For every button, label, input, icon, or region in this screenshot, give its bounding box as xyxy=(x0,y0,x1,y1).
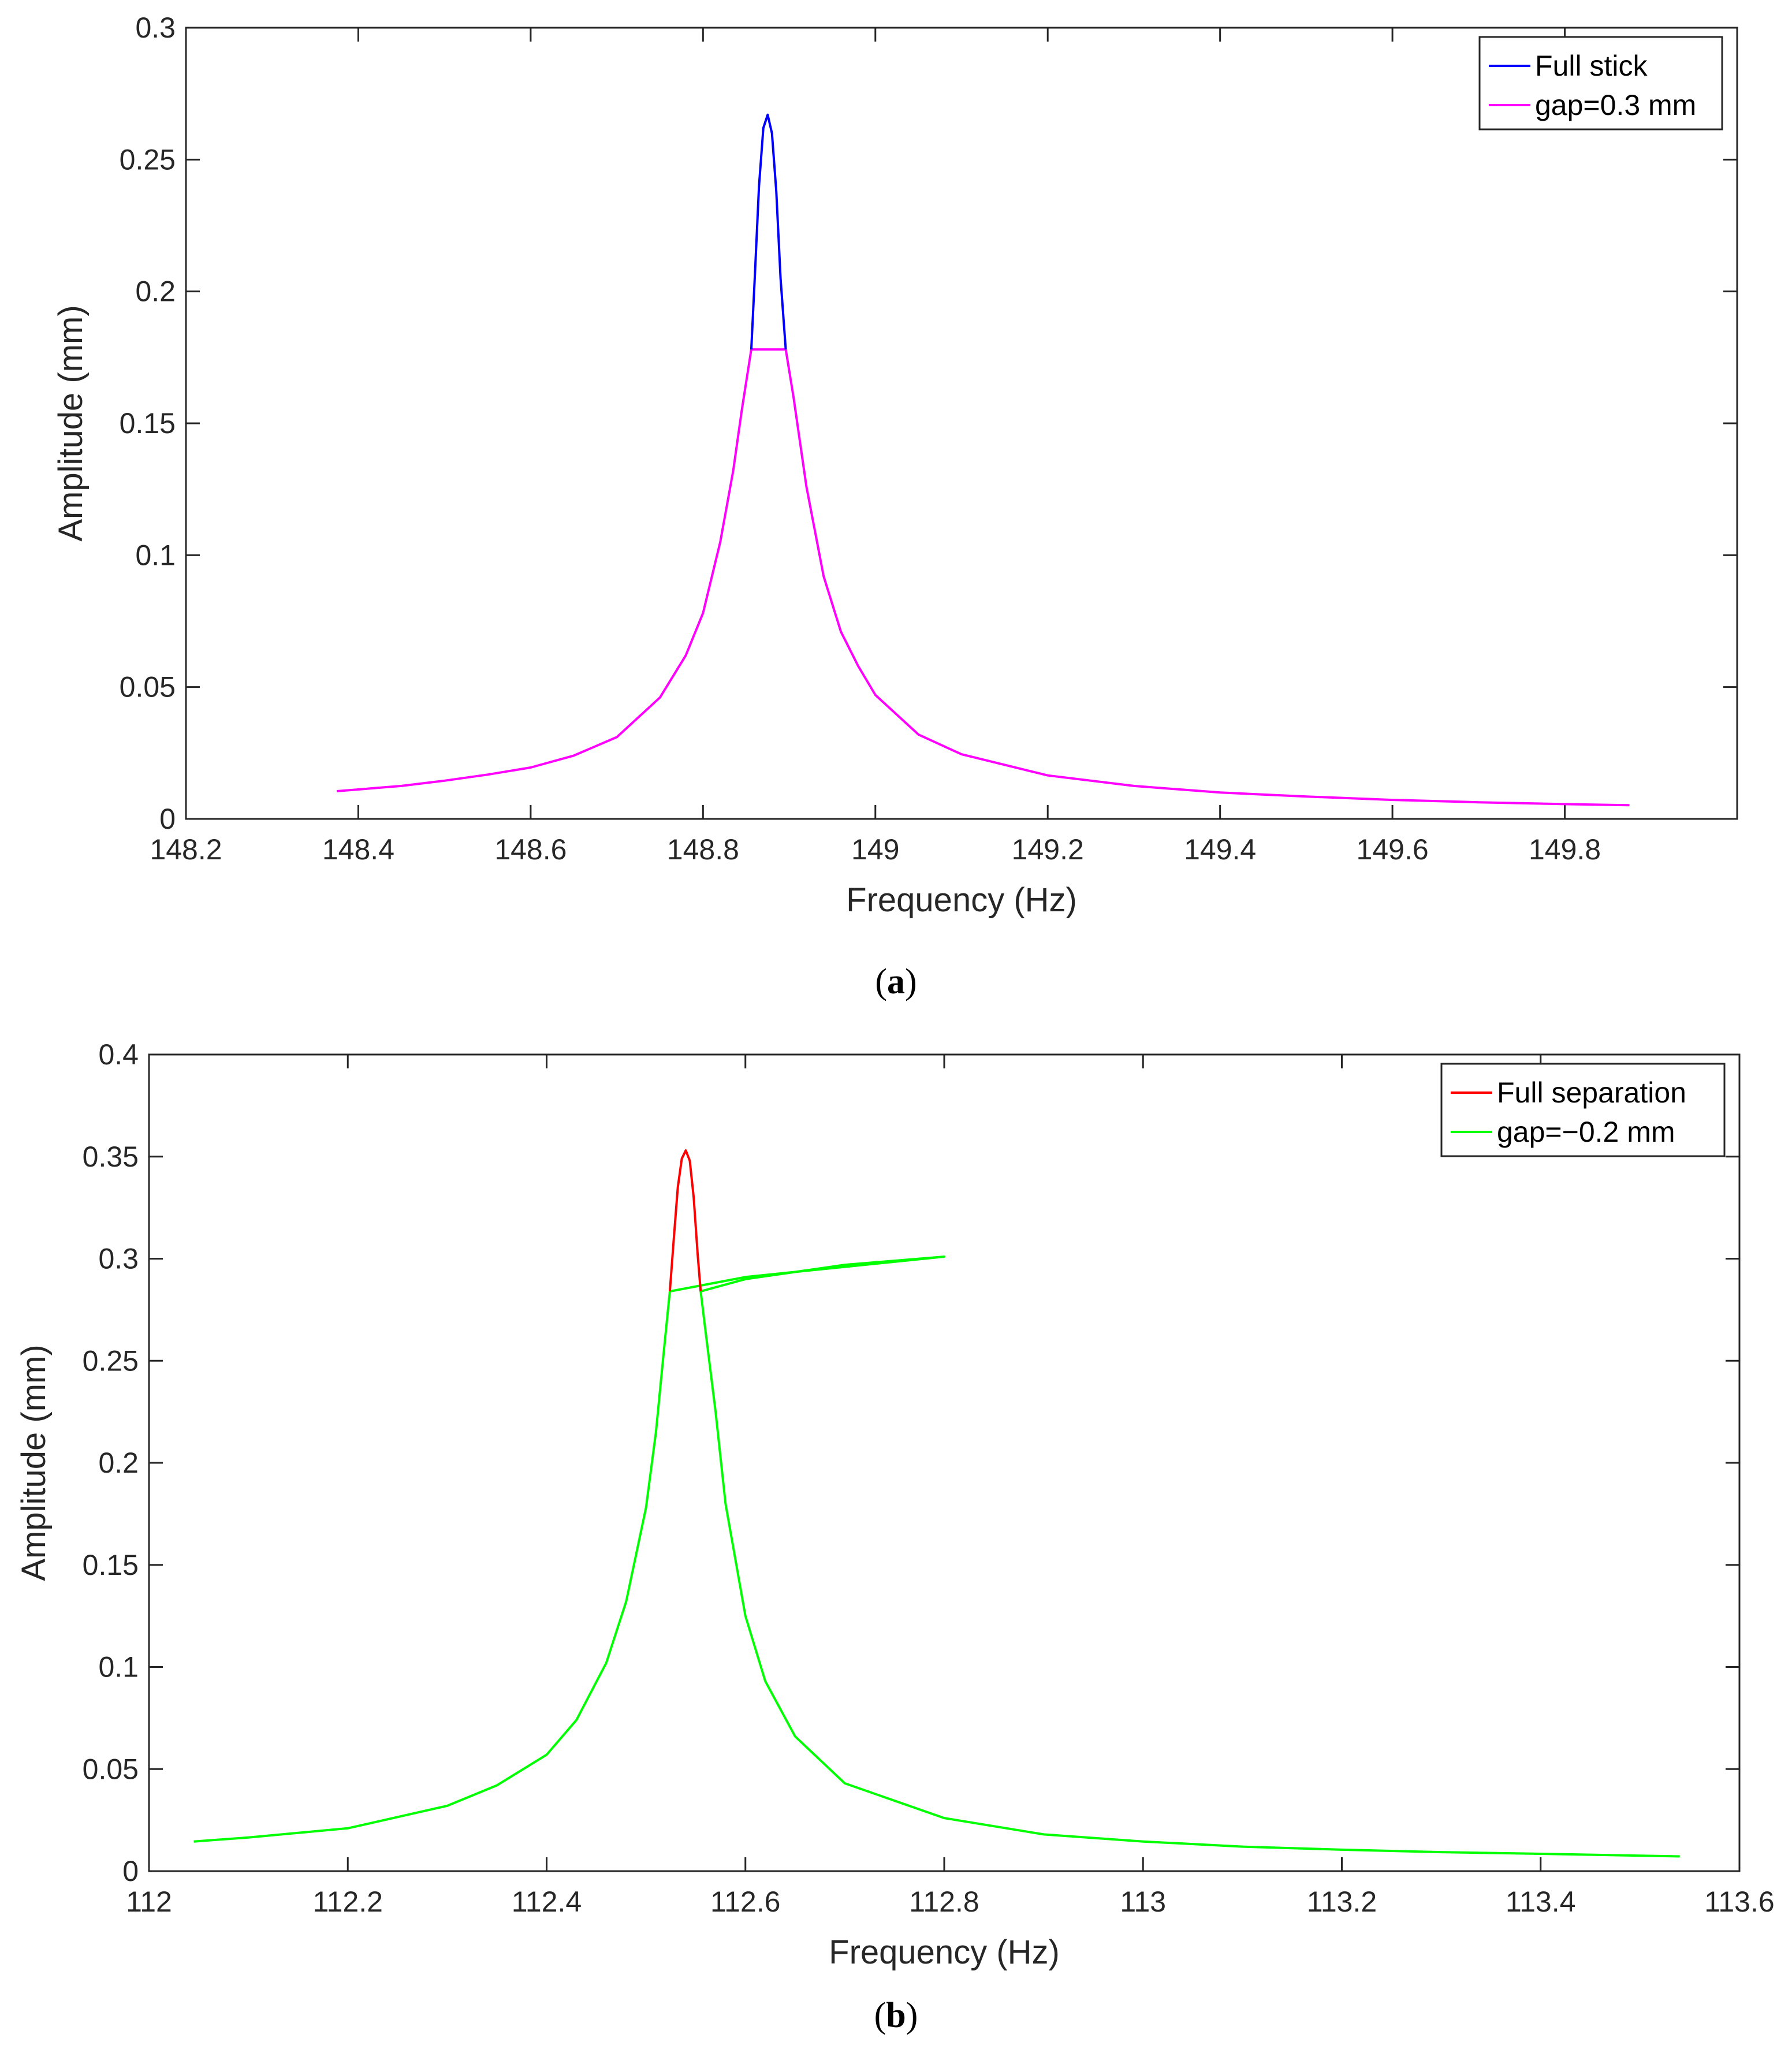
plot-area-b xyxy=(149,1055,1739,1871)
legend-b: Full separation gap=−0.2 mm xyxy=(1441,1064,1724,1156)
legend-label: Full separation xyxy=(1497,1076,1686,1109)
y-tick-label: 0.1 xyxy=(98,1651,139,1683)
chart-panel-b: 112 112.2 112.4 112.6 112.8 113 113.2 113.4 113.… xyxy=(0,1028,1792,1998)
x-tick-label: 112 xyxy=(126,1886,172,1918)
x-tick-label: 112.8 xyxy=(909,1886,979,1918)
y-tick-label: 0 xyxy=(159,803,176,835)
y-tick-label: 0.15 xyxy=(120,407,176,439)
x-tick-label: 149.2 xyxy=(1012,833,1084,866)
y-tick-label: 0.25 xyxy=(83,1344,139,1377)
y-tick-label: 0.1 xyxy=(135,539,176,571)
x-tick-label: 148.8 xyxy=(667,833,739,866)
y-tick-label: 0.05 xyxy=(83,1753,139,1785)
x-tick-label: 149.6 xyxy=(1357,833,1429,866)
figure: 148.2 148.4 148.6 148.8 149 149.2 149.4 149.6 14… xyxy=(0,0,1792,2049)
x-axis-label: Frequency (Hz) xyxy=(829,1933,1060,1971)
x-tick-label: 113.2 xyxy=(1307,1886,1377,1918)
x-tick-label: 113.4 xyxy=(1506,1886,1575,1918)
y-tick-label: 0.2 xyxy=(135,275,176,308)
caption-a: (a) xyxy=(0,962,1792,1003)
x-tick-label: 112.6 xyxy=(710,1886,780,1918)
y-tick-label: 0 xyxy=(122,1855,139,1887)
y-axis-label: Amplitude (mm) xyxy=(15,1344,53,1581)
caption-a-label: a xyxy=(887,962,905,1001)
x-tick-label: 113.6 xyxy=(1704,1886,1774,1918)
y-axis-label: Amplitude (mm) xyxy=(52,305,90,541)
legend-a: Full stick gap=0.3 mm xyxy=(1480,37,1722,129)
x-tick-label: 112.4 xyxy=(512,1886,582,1918)
x-tick-label: 113 xyxy=(1120,1886,1166,1918)
y-tick-label: 0.3 xyxy=(135,12,176,44)
y-tick-label: 0.25 xyxy=(120,143,176,176)
x-tick-label: 149.4 xyxy=(1184,833,1256,866)
legend-label: gap=−0.2 mm xyxy=(1497,1116,1675,1148)
x-tick-label: 149 xyxy=(851,833,899,866)
x-tick-label: 148.2 xyxy=(150,833,222,866)
x-axis-label: Frequency (Hz) xyxy=(846,881,1077,919)
caption-b-label: b xyxy=(886,1996,906,2035)
y-tick-label: 0.2 xyxy=(98,1447,139,1479)
y-tick-label: 0.35 xyxy=(83,1141,139,1173)
y-tick-label: 0.05 xyxy=(120,671,176,703)
y-tick-label: 0.3 xyxy=(98,1243,139,1275)
legend-label: Full stick xyxy=(1535,50,1648,82)
x-tick-label: 148.4 xyxy=(322,833,394,866)
x-tick-label: 148.6 xyxy=(494,833,567,866)
legend-label: gap=0.3 mm xyxy=(1535,89,1696,121)
chart-panel-a: 148.2 148.4 148.6 148.8 149 149.2 149.4 149.6 14… xyxy=(0,0,1792,947)
plot-area-a xyxy=(186,28,1737,819)
y-tick-label: 0.15 xyxy=(83,1549,139,1581)
x-tick-label: 112.2 xyxy=(313,1886,383,1918)
caption-b: (b) xyxy=(0,1995,1792,2036)
x-tick-label: 149.8 xyxy=(1529,833,1601,866)
y-tick-label: 0.4 xyxy=(98,1038,139,1071)
